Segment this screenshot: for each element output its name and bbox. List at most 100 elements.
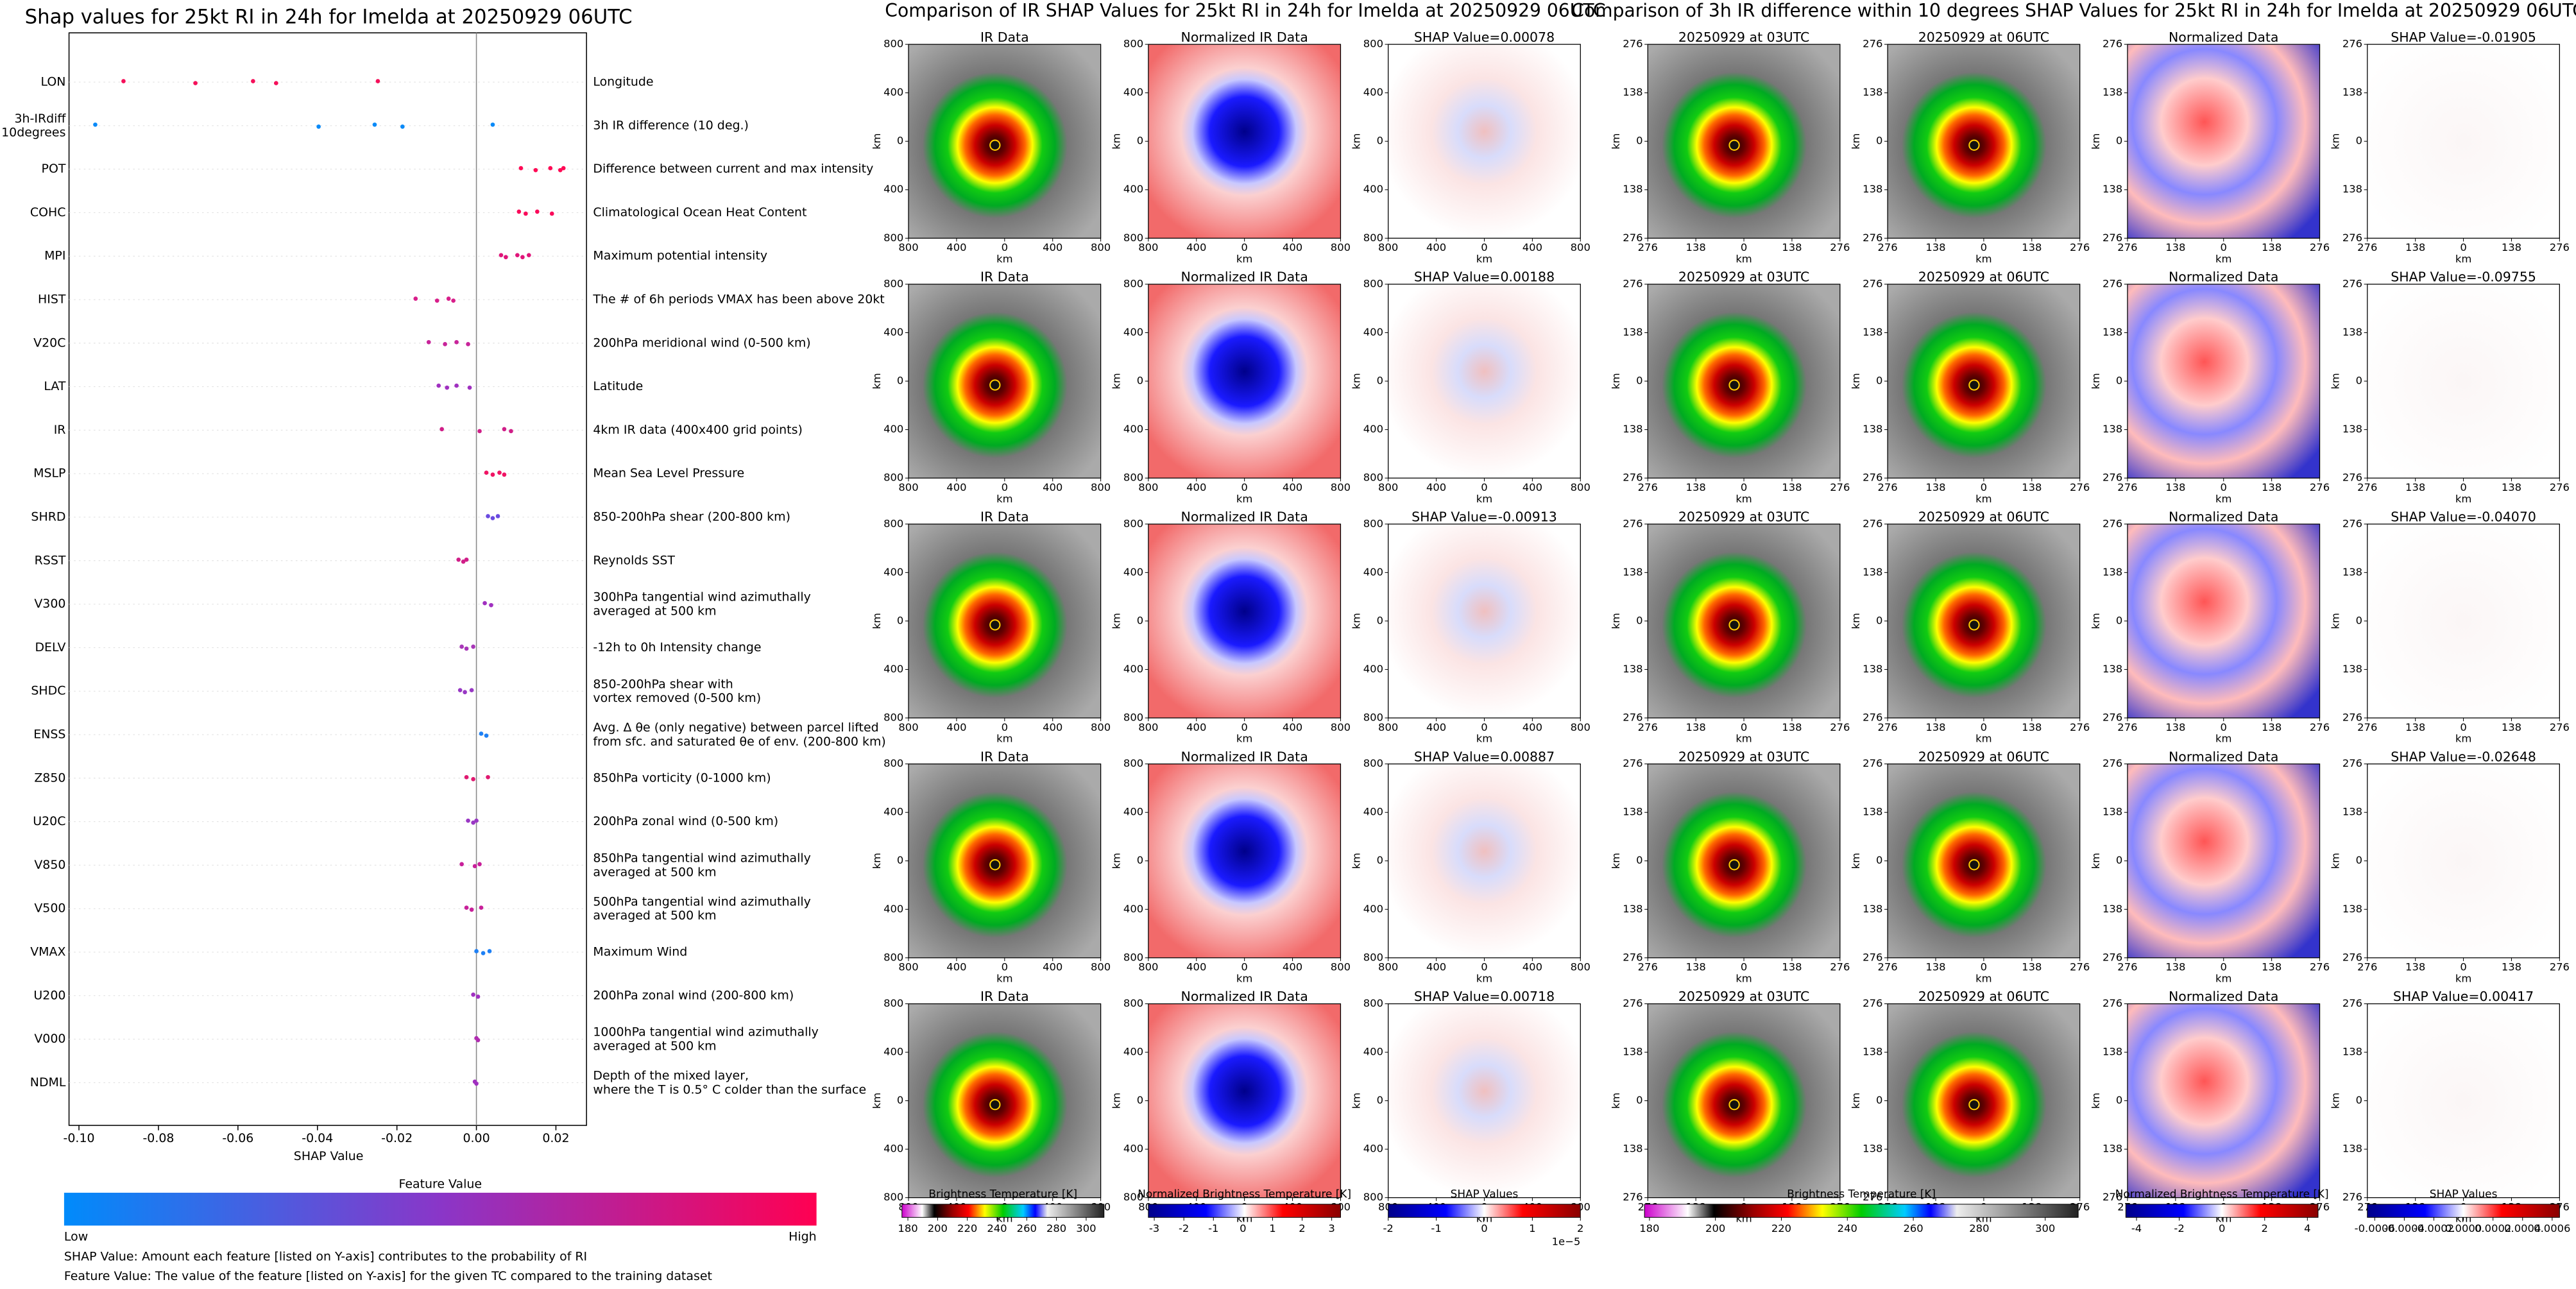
y-tick-label: 138: [1863, 806, 1882, 818]
y-tick-label: 276: [1623, 38, 1642, 50]
image-panel: [2127, 44, 2321, 239]
storm-eye: [1728, 139, 1740, 151]
y-tick-label: 800: [1363, 232, 1383, 244]
x-tick-label: 800: [1571, 241, 1591, 253]
y-tick-label: 0: [1377, 1094, 1383, 1106]
shap-point: [526, 253, 531, 258]
y-axis-label: km: [1111, 1093, 1123, 1109]
colorbar-tick-label: 2: [2262, 1222, 2268, 1234]
image-panel: [1148, 284, 1342, 479]
y-tick-label: 400: [883, 903, 903, 915]
y-tick-label: 400: [1363, 183, 1383, 195]
colorbar-label: Brightness Temperature [K]: [928, 1188, 1077, 1200]
x-axis-label: km: [996, 733, 1012, 745]
y-tick-label: 138: [2342, 1143, 2362, 1155]
x-axis-label: km: [1736, 493, 1752, 505]
y-tick-label: 800: [1363, 951, 1383, 963]
x-tick-label: 138: [2262, 481, 2282, 493]
panel-title: 20250929 at 03UTC: [1678, 509, 1809, 525]
x-tick-label: 0.02: [542, 1131, 569, 1145]
y-axis-label: km: [2330, 133, 2342, 149]
image-panel: [1647, 44, 1841, 239]
shap-point: [548, 166, 553, 171]
panel-title: 20250929 at 06UTC: [1918, 989, 2049, 1004]
y-tick-label: 800: [1123, 951, 1143, 963]
y-tick-label: 800: [883, 472, 903, 484]
feature-description: Latitude: [593, 379, 643, 393]
y-tick-label: 0: [897, 135, 903, 147]
y-axis-label: km: [871, 133, 883, 149]
y-tick-label: V20C: [33, 336, 65, 350]
image-panel: [1887, 524, 2081, 719]
y-tick-label: 0: [2116, 1094, 2122, 1106]
y-tick-label: 400: [883, 183, 903, 195]
colorbar-label: Normalized Brightness Temperature [K]: [2115, 1188, 2329, 1200]
shap-point: [413, 296, 418, 301]
storm-eye: [989, 619, 1001, 631]
x-tick-label: 0: [1981, 241, 1987, 253]
y-tick-label: 400: [1123, 806, 1143, 818]
y-tick-label: 138: [1623, 903, 1642, 915]
y-tick-label: 0: [1636, 1094, 1642, 1106]
y-tick-label: 138: [2103, 903, 2122, 915]
y-tick-label: 800: [1363, 472, 1383, 484]
y-axis-label: km: [1111, 373, 1123, 389]
y-axis-label: km: [1850, 373, 1862, 389]
shap-point: [316, 124, 321, 129]
x-tick-label: 0: [1741, 481, 1747, 493]
x-tick-label: 276: [2357, 481, 2377, 493]
y-tick-label: 276: [2342, 757, 2362, 769]
y-tick-label: 800: [883, 951, 903, 963]
feature-description: The # of 6h periods VMAX has been above …: [592, 293, 884, 307]
y-axis-label: km: [1850, 613, 1862, 629]
shap-point: [375, 79, 380, 83]
panel-title: IR Data: [980, 749, 1029, 764]
shap-point: [490, 122, 495, 127]
colorbar-tick-label: 1: [1269, 1222, 1275, 1234]
shap-point: [484, 470, 489, 475]
shap-point: [464, 905, 469, 910]
shap-point: [464, 774, 469, 780]
x-axis-label: km: [2215, 253, 2231, 265]
x-axis-label: km: [1736, 973, 1752, 985]
x-axis-label: km: [2215, 493, 2231, 505]
panel-title: Normalized IR Data: [1181, 749, 1308, 764]
x-axis-label: km: [2455, 733, 2471, 745]
y-axis-label: km: [2090, 613, 2102, 629]
x-tick-label: 0: [1481, 961, 1487, 973]
y-tick-label: 0: [2116, 375, 2122, 387]
y-tick-label: Z850: [34, 771, 65, 785]
shap-point: [479, 731, 484, 736]
x-tick-label: 276: [1830, 721, 1850, 733]
y-tick-label: 138: [2103, 1143, 2122, 1155]
panel-title: Normalized IR Data: [1181, 989, 1308, 1004]
x-axis-label: km: [1476, 493, 1492, 505]
shap-point: [439, 427, 444, 432]
colorbar-tick-label: 3: [1328, 1222, 1335, 1234]
image-panel: [1887, 284, 2081, 479]
y-tick-label: 0: [1137, 375, 1143, 387]
feature-description: Maximum Wind: [593, 945, 687, 959]
x-tick-label: 276: [1638, 481, 1658, 493]
x-tick-label: 0: [1741, 721, 1747, 733]
feature-description: 850-200hPa shear with vortex removed (0-5…: [593, 677, 761, 705]
colorbar-tick-label: 220: [1771, 1222, 1791, 1234]
x-tick-label: 800: [1138, 241, 1158, 253]
x-tick-label: 276: [1830, 481, 1850, 493]
x-tick-label: 800: [1571, 481, 1591, 493]
x-axis-label: km: [1236, 973, 1252, 985]
y-tick-label: 138: [1623, 1143, 1642, 1155]
panel-title: 20250929 at 06UTC: [1918, 749, 2049, 764]
x-tick-label: 800: [898, 241, 918, 253]
y-tick-label: 138: [1863, 86, 1882, 98]
image-panel: [1647, 284, 1841, 479]
panel-title: SHAP Value=0.00188: [1414, 269, 1555, 285]
x-tick-label: 0: [1002, 961, 1008, 973]
y-tick-label: VMAX: [30, 945, 65, 959]
shap-point: [472, 864, 477, 869]
colorbar-tick-label: 0.0000: [2445, 1222, 2482, 1234]
y-tick-label: 0: [2356, 614, 2362, 626]
x-tick-label: 138: [2502, 241, 2521, 253]
x-tick-label: 400: [1523, 961, 1542, 973]
y-tick-label: 400: [883, 86, 903, 98]
